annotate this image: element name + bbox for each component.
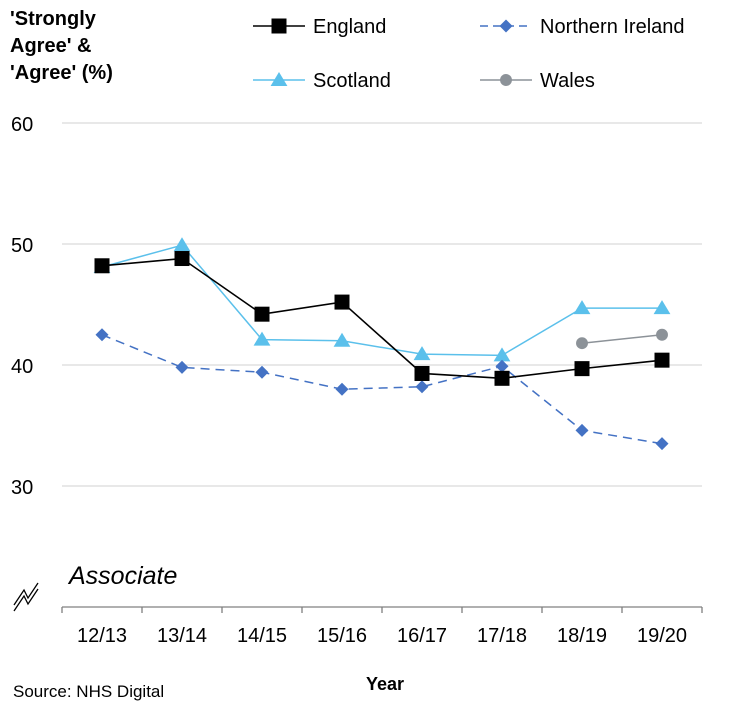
point-england-12-13 [94, 258, 110, 274]
y-axis-title-line-2: Agree' & [10, 35, 91, 57]
series-line-northern-ireland [101, 334, 663, 445]
point-northern-ireland-16-17 [415, 380, 429, 394]
point-northern-ireland-17-18 [495, 359, 509, 373]
x-axis-title: Year [366, 674, 404, 694]
series-scotland [93, 237, 671, 362]
point-scotland-16-17 [413, 346, 431, 361]
legend-marker-scotland [270, 72, 288, 86]
y-axis-title-line-3: 'Agree' (%) [10, 62, 113, 84]
legend-marker-england [271, 18, 287, 34]
point-northern-ireland-12-13 [95, 328, 109, 342]
gridlines [62, 122, 702, 487]
legend-marker-northern-ireland [499, 19, 513, 33]
point-england-17-18 [494, 370, 510, 386]
x-tick-label-17-18: 17/18 [477, 625, 527, 647]
series-england [94, 251, 670, 386]
y-tick-label-60: 60 [11, 114, 33, 136]
x-axis: 12/13 13/14 14/15 15/16 16/17 17/18 18/19 19/20 [61, 606, 703, 647]
source-note: Source: NHS Digital [13, 682, 164, 701]
point-wales-18-19 [576, 337, 588, 350]
point-england-15-16 [334, 294, 350, 310]
series-line-england [101, 257, 663, 380]
x-tick-label-19-20: 19/20 [637, 625, 687, 647]
chart-annotation: Associate [67, 562, 177, 590]
x-tick-label-14-15: 14/15 [237, 625, 287, 647]
point-scotland-13-14 [173, 237, 191, 252]
x-tick-label-15-16: 15/16 [317, 625, 367, 647]
point-england-14-15 [254, 306, 270, 322]
x-tick-label-12-13: 12/13 [77, 625, 127, 647]
point-england-19-20 [654, 352, 670, 368]
point-england-16-17 [414, 365, 430, 381]
series-northern-ireland [95, 328, 669, 451]
point-northern-ireland-13-14 [175, 360, 189, 374]
x-tick-label-16-17: 16/17 [397, 625, 447, 647]
y-tick-label-30: 30 [11, 477, 33, 499]
y-tick-label-40: 40 [11, 356, 33, 378]
series-wales [576, 328, 668, 350]
point-england-13-14 [174, 251, 190, 267]
point-northern-ireland-19-20 [655, 437, 669, 451]
legend-marker-wales [500, 74, 512, 86]
series-group [93, 237, 671, 451]
point-scotland-17-18 [493, 347, 511, 362]
x-tick-label-18-19: 18/19 [557, 625, 607, 647]
series-line-scotland [101, 244, 662, 357]
legend-item-scotland: Scotland [253, 70, 391, 92]
legend-item-wales: Wales [480, 70, 595, 92]
axis-break-icon [13, 582, 39, 612]
y-tick-labels: 30 40 50 60 [11, 114, 33, 499]
legend-label-wales: Wales [540, 70, 595, 92]
point-scotland-15-16 [333, 332, 351, 347]
point-northern-ireland-15-16 [335, 382, 349, 396]
legend-item-england: England [253, 16, 386, 38]
legend-label-scotland: Scotland [313, 70, 391, 92]
legend-label-england: England [313, 16, 386, 38]
legend-item-northern-ireland: Northern Ireland [480, 16, 685, 38]
point-scotland-14-15 [253, 331, 271, 346]
legend-label-northern-ireland: Northern Ireland [540, 16, 685, 38]
point-england-18-19 [574, 361, 590, 377]
y-axis-title-line-1: 'Strongly [10, 8, 97, 30]
point-northern-ireland-18-19 [575, 423, 589, 437]
legend: England Northern Ireland Scotland Wales [253, 16, 685, 92]
point-wales-19-20 [656, 328, 668, 341]
point-northern-ireland-14-15 [255, 365, 269, 379]
y-tick-label-50: 50 [11, 235, 33, 257]
point-scotland-19-20 [653, 300, 671, 315]
x-tick-label-13-14: 13/14 [157, 625, 207, 647]
point-scotland-18-19 [573, 300, 591, 315]
series-line-wales [581, 334, 663, 344]
